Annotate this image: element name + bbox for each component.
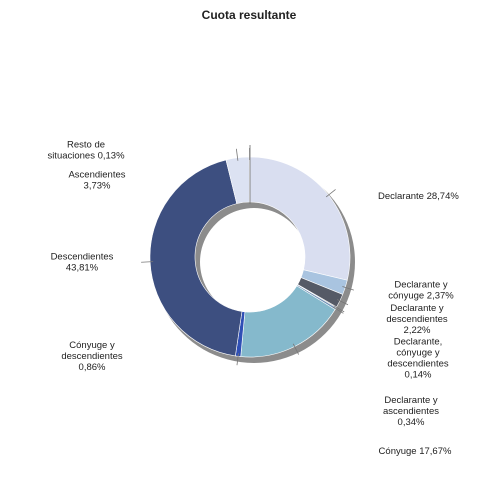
leader-line (325, 189, 336, 198)
slice-label: Descendientes 43,81% (51, 252, 114, 274)
leader-line (342, 286, 354, 291)
donut-slices (149, 156, 351, 358)
leader-line (332, 306, 344, 314)
leader-line (235, 148, 239, 161)
slice-label: Declarante y cónyuge 2,37% (388, 280, 454, 302)
slice-label: Cónyuge y descendientes 0,86% (61, 340, 123, 373)
slice-label: Ascendientes 3,73% (68, 170, 125, 192)
leader-lines (141, 145, 354, 366)
slice-label: Cónyuge 17,67% (379, 446, 452, 457)
chart-title: Cuota resultante (202, 8, 297, 22)
leader-line (292, 343, 299, 355)
leader-line (333, 305, 345, 313)
slice-label: Declarante y ascendientes 0,34% (383, 395, 439, 428)
slice-label: Resto de situaciones 0,13% (47, 140, 125, 162)
leader-line (141, 261, 154, 263)
slice-label: Declarante y descendientes 2,22% (386, 303, 448, 336)
leader-line (236, 353, 239, 366)
slice-labels: Declarante 28,74% Declarante y cónyuge 2,3… (47, 140, 459, 458)
leader-line (337, 299, 349, 306)
slice-label: Declarante, cónyuge y descendientes 0,14% (387, 337, 449, 381)
donut-slice (149, 159, 243, 357)
slice-label: Declarante 28,74% (378, 191, 459, 202)
donut-slice (249, 156, 351, 281)
